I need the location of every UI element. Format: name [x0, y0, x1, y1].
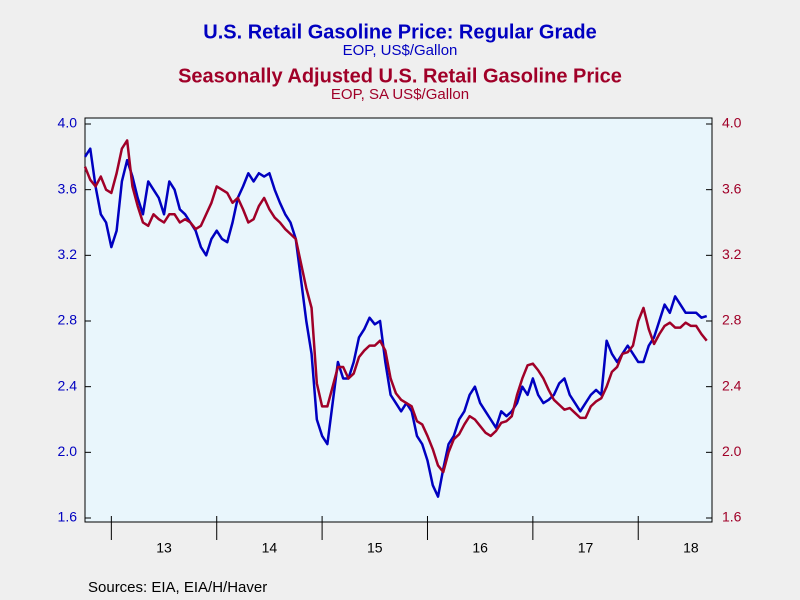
y-tick-label: 4.0 — [58, 115, 78, 131]
subtitle: EOP, SA US$/Gallon — [331, 86, 469, 103]
subtitle: EOP, US$/Gallon — [343, 42, 458, 59]
y2-tick-label: 2.8 — [722, 312, 742, 328]
y-tick-label: 2.0 — [58, 443, 78, 459]
y2-tick-label: 2.4 — [722, 377, 742, 393]
line-series — [83, 139, 708, 474]
y-tick-label: 2.4 — [58, 377, 78, 393]
plot-area — [84, 117, 713, 523]
x-tick-label: 13 — [156, 540, 172, 556]
y-tick-label: 1.6 — [58, 509, 78, 525]
y2-tick-label: 1.6 — [722, 509, 742, 525]
line-series — [83, 147, 708, 498]
x-tick-label: 14 — [262, 540, 278, 556]
y-tick-label: 3.6 — [58, 180, 78, 196]
y-tick-label: 3.2 — [58, 246, 78, 262]
y2-tick-label: 3.2 — [722, 246, 742, 262]
source: Sources: EIA, EIA/H/Haver — [88, 579, 267, 596]
x-tick-label: 15 — [367, 540, 383, 556]
x-tick-label: 17 — [578, 540, 594, 556]
y2-tick-label: 4.0 — [722, 115, 742, 131]
title: Seasonally Adjusted U.S. Retail Gasoline… — [178, 65, 622, 87]
y2-tick-label: 2.0 — [722, 443, 742, 459]
title: U.S. Retail Gasoline Price: Regular Grad… — [203, 21, 596, 43]
y-tick-label: 2.8 — [58, 312, 78, 328]
x-tick-label: 16 — [472, 540, 488, 556]
x-tick-label: 18 — [683, 540, 699, 556]
y2-tick-label: 3.6 — [722, 180, 742, 196]
